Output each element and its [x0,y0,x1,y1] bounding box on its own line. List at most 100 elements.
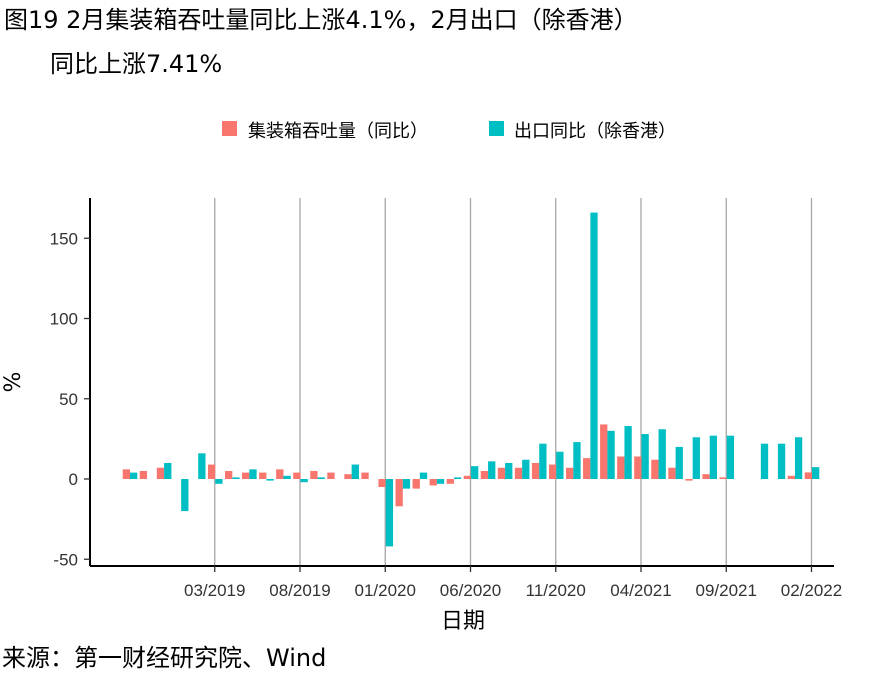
container-bar [787,475,795,479]
y-tick-label: 0 [69,470,78,489]
container-bar [429,479,437,486]
export-bar [573,442,581,479]
x-tick-label: 03/2019 [184,581,245,600]
x-ticks: 03/2019 08/2019 01/2020 06/2020 11/2020 04/20… [184,566,842,600]
y-tick-label: -50 [53,550,78,569]
container-bar [412,479,420,489]
container-bar [395,479,403,507]
export-bar [453,477,462,479]
x-tick-label: 02/2022 [781,581,842,600]
export-bar [249,469,257,479]
export-bar [812,467,820,479]
export-bar [181,479,189,512]
container-bar [242,472,250,479]
container-bar [122,469,130,479]
y-tick-label: 50 [59,390,78,409]
x-tick-label: 11/2020 [526,581,586,600]
export-bar [402,479,411,489]
export-bar [232,477,240,479]
container-bar [361,472,369,479]
export-bar [198,453,206,479]
export-bar [488,461,496,479]
x-axis-title: 日期 [441,609,485,634]
export-bar [777,443,786,479]
export-bar [351,464,359,479]
export-bar [215,479,223,484]
x-tick-label: 09/2021 [696,581,757,600]
export-bar [164,462,172,479]
source-note: 来源：第一财经研究院、Wind [2,644,327,672]
x-tick-label: 04/2021 [610,581,671,600]
export-bar [641,434,649,479]
container-bar [446,479,454,484]
export-bar [505,462,513,479]
container-bar [634,456,642,479]
container-bar [566,467,574,479]
container-bar [207,464,216,479]
x-tick-label: 01/2020 [355,581,416,600]
x-tick-label: 08/2019 [269,581,330,600]
container-bar [480,470,489,479]
container-bar [685,479,693,481]
container-bar [225,470,233,479]
container-bar [583,458,591,479]
container-bar [344,474,352,479]
export-bar [607,430,615,479]
export-bar [675,446,683,479]
export-bar [130,472,138,479]
export-bar [283,475,291,479]
container-bar [463,475,471,479]
y-tick-label: 150 [50,229,78,248]
legend: 集装箱吞吐量（同比） 出口同比（除香港） [222,121,676,142]
export-bar [726,435,735,479]
y-axis-title: % [1,372,26,393]
export-bar [709,435,717,479]
container-bar [719,477,727,479]
export-bar [624,426,632,479]
export-bar [266,479,274,481]
container-bar [668,467,676,479]
gridlines [214,198,813,566]
export-bar [471,466,479,479]
container-bar [139,470,148,479]
export-bar [317,477,325,479]
export-bar [760,443,769,479]
container-bar [514,467,523,479]
export-bar [658,429,666,479]
y-ticks: -50 0 50 100 150 [50,229,90,569]
legend-label-container: 集装箱吞吐量（同比） [248,121,428,142]
axes [89,198,834,567]
export-bar [539,443,547,479]
container-bar [497,467,506,479]
export-bar [419,472,428,479]
x-tick-label: 06/2020 [440,581,501,600]
export-bar [522,459,530,479]
legend-swatch-export [489,121,504,136]
container-bar [600,424,608,479]
export-bar [794,437,803,479]
container-bar [531,462,540,479]
export-bar [556,451,564,479]
container-bar [378,479,386,488]
legend-swatch-container [222,121,237,136]
chart-title-line-1: 图19 2月集装箱吞吐量同比上涨4.1%，2月出口（除香港） [4,6,638,34]
export-bar [300,479,308,483]
export-bar [385,479,394,547]
container-bar [327,472,335,479]
y-tick-label: 100 [50,310,78,329]
export-bar [436,479,445,484]
container-bar [276,469,284,479]
container-bar [310,470,318,479]
chart-title-line-2: 同比上涨7.41% [50,50,223,78]
container-bar [156,467,165,479]
container-bar [651,459,659,479]
container-bar [259,472,267,479]
export-bar [692,437,700,479]
container-bar [804,472,812,479]
container-bar [617,456,625,479]
container-bar [548,464,557,479]
bars [122,212,820,547]
export-bar [590,212,598,479]
container-bar [702,474,710,479]
